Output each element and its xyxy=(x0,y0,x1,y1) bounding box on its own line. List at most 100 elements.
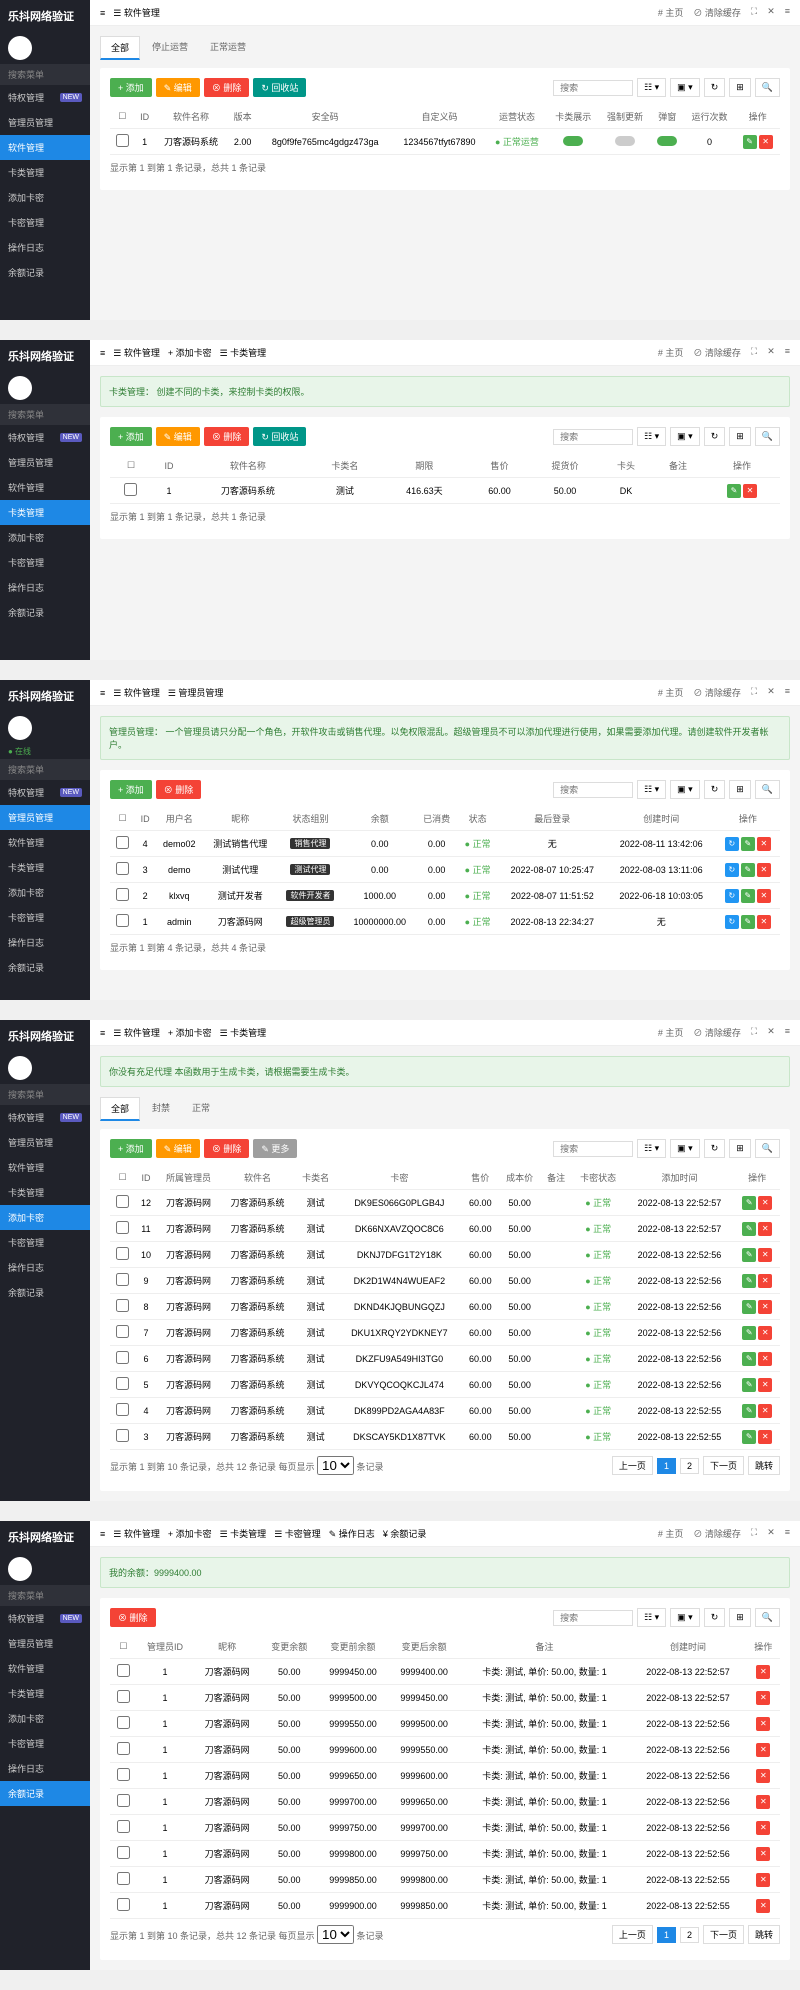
col-header[interactable]: 操作 xyxy=(734,1166,780,1190)
columns-icon[interactable]: ☷ ▾ xyxy=(637,780,666,799)
nav-item-6[interactable]: 操作日志 xyxy=(0,235,90,260)
export-icon[interactable]: ▣ ▾ xyxy=(670,780,700,799)
col-header[interactable]: 添加时间 xyxy=(625,1166,735,1190)
next-page[interactable]: 下一页 xyxy=(703,1925,744,1944)
breadcrumb-0[interactable]: ≡ xyxy=(100,8,105,18)
col-header[interactable]: 用户名 xyxy=(155,807,203,831)
search-input[interactable] xyxy=(553,782,633,798)
tab-1[interactable]: 停止运营 xyxy=(142,36,198,60)
row-check[interactable] xyxy=(117,1898,130,1911)
expand-icon[interactable]: ⛶ xyxy=(751,1026,757,1039)
action-green[interactable]: ✎ xyxy=(742,1326,756,1340)
action-red[interactable]: ✕ xyxy=(758,1326,772,1340)
breadcrumb-1[interactable]: ☰ 软件管理 xyxy=(113,1527,160,1540)
col-header[interactable]: 卡密状态 xyxy=(572,1166,625,1190)
close-icon[interactable]: ✕ xyxy=(767,6,775,19)
col-header[interactable]: 创建时间 xyxy=(629,1635,746,1659)
nav-item-0[interactable]: 特权管理NEW xyxy=(0,780,90,805)
action-red[interactable]: ✕ xyxy=(756,1899,770,1913)
search-icon[interactable]: 🔍 xyxy=(755,427,780,446)
search-input[interactable] xyxy=(553,1610,633,1626)
action-red[interactable]: ✕ xyxy=(756,1769,770,1783)
columns-icon[interactable]: ☷ ▾ xyxy=(637,1608,666,1627)
search-icon[interactable]: 🔍 xyxy=(755,1608,780,1627)
search-icon[interactable]: 🔍 xyxy=(755,78,780,97)
close-icon[interactable]: ✕ xyxy=(767,1527,775,1540)
row-check[interactable] xyxy=(116,1351,129,1364)
search-icon[interactable]: 🔍 xyxy=(755,1139,780,1158)
nav-item-1[interactable]: 管理员管理 xyxy=(0,805,90,830)
avatar[interactable] xyxy=(8,376,32,400)
nav-search[interactable]: 搜索菜单 xyxy=(0,1585,90,1606)
action-red[interactable]: ✕ xyxy=(758,1404,772,1418)
jump-page[interactable]: 跳转 xyxy=(748,1456,780,1475)
row-check[interactable] xyxy=(116,1247,129,1260)
delete-button[interactable]: ⊗ 删除 xyxy=(204,1139,250,1158)
row-check[interactable] xyxy=(124,483,137,496)
delete-button[interactable]: ⊗ 删除 xyxy=(110,1608,156,1627)
refresh-icon[interactable]: ↻ xyxy=(704,1139,726,1158)
action-green[interactable]: ✎ xyxy=(742,1430,756,1444)
columns-icon[interactable]: ☷ ▾ xyxy=(637,1139,666,1158)
action-red[interactable]: ✕ xyxy=(757,915,771,929)
action-green[interactable]: ✎ xyxy=(742,1274,756,1288)
col-header[interactable]: 所属管理员 xyxy=(157,1166,221,1190)
action-red[interactable]: ✕ xyxy=(758,1430,772,1444)
breadcrumb-2[interactable]: + 添加卡密 xyxy=(168,1527,212,1540)
col-header[interactable]: 操作 xyxy=(747,1635,780,1659)
nav-item-5[interactable]: 卡密管理 xyxy=(0,1731,90,1756)
col-header[interactable]: 最后登录 xyxy=(498,807,607,831)
clear-cache[interactable]: ⊘ 清除缓存 xyxy=(693,686,741,699)
breadcrumb-2[interactable]: ☰ 管理员管理 xyxy=(168,686,224,699)
col-header[interactable]: 强制更新 xyxy=(599,105,651,129)
action-green[interactable]: ✎ xyxy=(742,1196,756,1210)
breadcrumb-2[interactable]: + 添加卡密 xyxy=(168,346,212,359)
nav-item-7[interactable]: 余额记录 xyxy=(0,955,90,980)
breadcrumb-1[interactable]: ☰ 软件管理 xyxy=(113,686,160,699)
clear-cache[interactable]: ⊘ 清除缓存 xyxy=(693,1026,741,1039)
delete-button[interactable]: ⊗ 删除 xyxy=(204,427,250,446)
col-header[interactable]: 弹窗 xyxy=(651,105,684,129)
refresh-icon[interactable]: ↻ xyxy=(704,780,726,799)
action-red[interactable]: ✕ xyxy=(758,1222,772,1236)
nav-item-2[interactable]: 软件管理 xyxy=(0,1656,90,1681)
nav-item-2[interactable]: 软件管理 xyxy=(0,1155,90,1180)
nav-search[interactable]: 搜索菜单 xyxy=(0,64,90,85)
nav-item-7[interactable]: 余额记录 xyxy=(0,1280,90,1305)
col-header[interactable]: 版本 xyxy=(227,105,258,129)
col-header[interactable]: 变更余额 xyxy=(261,1635,317,1659)
nav-item-0[interactable]: 特权管理NEW xyxy=(0,1606,90,1631)
col-header[interactable]: 售价 xyxy=(469,454,530,478)
tab-2[interactable]: 正常运营 xyxy=(200,36,256,60)
action-green[interactable]: ✎ xyxy=(742,1404,756,1418)
nav-search[interactable]: 搜索菜单 xyxy=(0,1084,90,1105)
export-icon[interactable]: ▣ ▾ xyxy=(670,78,700,97)
edit-button[interactable]: ✎ 编辑 xyxy=(156,427,200,446)
col-header[interactable]: ☐ xyxy=(110,1166,135,1190)
nav-item-2[interactable]: 软件管理 xyxy=(0,830,90,855)
col-header[interactable]: ☐ xyxy=(110,807,135,831)
col-header[interactable]: ☐ xyxy=(110,105,135,129)
nav-item-2[interactable]: 软件管理 xyxy=(0,135,90,160)
nav-item-5[interactable]: 卡密管理 xyxy=(0,1230,90,1255)
action-red[interactable]: ✕ xyxy=(757,889,771,903)
toggle-icon[interactable]: ⊞ xyxy=(729,780,751,799)
action-red[interactable]: ✕ xyxy=(756,1795,770,1809)
action-green[interactable]: ✎ xyxy=(741,915,755,929)
action-red[interactable]: ✕ xyxy=(756,1847,770,1861)
col-header[interactable]: 自定义码 xyxy=(392,105,486,129)
export-icon[interactable]: ▣ ▾ xyxy=(670,1608,700,1627)
col-header[interactable]: 运行次数 xyxy=(684,105,736,129)
search-input[interactable] xyxy=(553,429,633,445)
col-header[interactable]: 运营状态 xyxy=(486,105,547,129)
search-input[interactable] xyxy=(553,1141,633,1157)
col-header[interactable]: 创建时间 xyxy=(607,807,716,831)
expand-icon[interactable]: ⛶ xyxy=(751,1527,757,1540)
breadcrumb-1[interactable]: ☰ 软件管理 xyxy=(113,346,160,359)
more-icon[interactable]: ≡ xyxy=(785,346,790,359)
pagesize-select[interactable]: 10 xyxy=(317,1456,354,1475)
col-header[interactable]: 备注 xyxy=(652,454,704,478)
toggle-icon[interactable]: ⊞ xyxy=(729,1139,751,1158)
row-check[interactable] xyxy=(117,1768,130,1781)
col-header[interactable]: 期限 xyxy=(380,454,469,478)
